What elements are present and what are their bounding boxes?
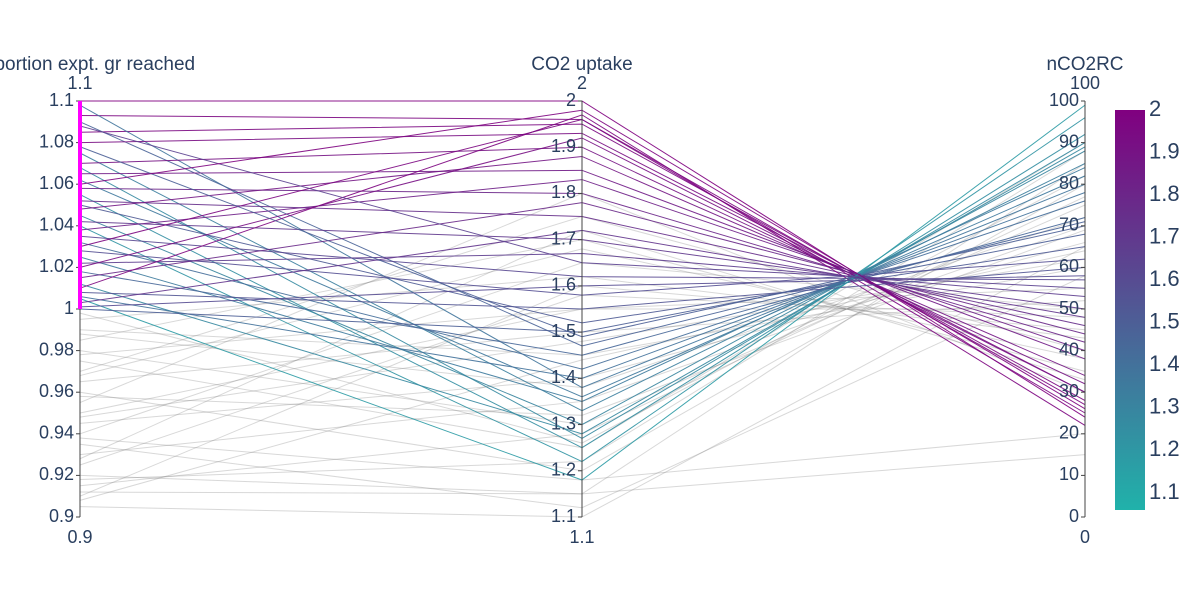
colorbar	[1115, 110, 1145, 510]
tick-label: 1.5	[551, 321, 576, 341]
tick-label: 1.1	[49, 90, 74, 110]
axis-title: Proportion expt. gr reached	[0, 54, 195, 75]
tick-label: 2	[566, 90, 576, 110]
tick-label: 10	[1059, 464, 1079, 484]
range-min: 0.9	[67, 527, 92, 547]
tick-label: 1.4	[551, 367, 576, 387]
tick-label: 90	[1059, 131, 1079, 151]
range-max: 100	[1070, 73, 1100, 93]
tick-label: 1	[64, 298, 74, 318]
range-max: 1.1	[67, 73, 92, 93]
tick-label: 0.96	[39, 381, 74, 401]
tick-label: 80	[1059, 173, 1079, 193]
tick-label: 1.8	[551, 182, 576, 202]
axis-title: CO2 uptake	[531, 54, 632, 75]
colorbar-tick-label: 1.2	[1149, 436, 1180, 461]
tick-label: 1.08	[39, 131, 74, 151]
range-min: 0	[1080, 527, 1090, 547]
tick-label: 1.7	[551, 228, 576, 248]
tick-label: 1.9	[551, 136, 576, 156]
tick-label: 70	[1059, 215, 1079, 235]
colorbar-tick-label: 2	[1149, 96, 1161, 121]
tick-label: 20	[1059, 423, 1079, 443]
colorbar-tick-label: 1.5	[1149, 309, 1180, 334]
tick-label: 50	[1059, 298, 1079, 318]
colorbar-tick-label: 1.3	[1149, 394, 1180, 419]
colorbar-tick-label: 1.9	[1149, 138, 1180, 163]
axis-title: nCO2RC	[1046, 54, 1123, 75]
tick-label: 1.3	[551, 413, 576, 433]
tick-label: 0.92	[39, 464, 74, 484]
colorbar-tick-label: 1.6	[1149, 266, 1180, 291]
tick-label: 1.02	[39, 256, 74, 276]
colorbar-tick-label: 1.4	[1149, 351, 1180, 376]
tick-label: 1.04	[39, 215, 74, 235]
constraint-range	[78, 101, 82, 309]
tick-label: 100	[1049, 90, 1079, 110]
tick-label: 60	[1059, 256, 1079, 276]
tick-label: 0.9	[49, 506, 74, 526]
tick-label: 40	[1059, 339, 1079, 359]
range-min: 1.1	[569, 527, 594, 547]
range-max: 2	[577, 73, 587, 93]
tick-label: 1.6	[551, 275, 576, 295]
colorbar-tick-label: 1.7	[1149, 223, 1180, 248]
tick-label: 0.98	[39, 339, 74, 359]
tick-label: 1.1	[551, 506, 576, 526]
tick-label: 0.94	[39, 423, 74, 443]
tick-label: 30	[1059, 381, 1079, 401]
tick-label: 0	[1069, 506, 1079, 526]
colorbar-tick-label: 1.8	[1149, 181, 1180, 206]
tick-label: 1.2	[551, 460, 576, 480]
colorbar-tick-label: 1.1	[1149, 479, 1180, 504]
tick-label: 1.06	[39, 173, 74, 193]
